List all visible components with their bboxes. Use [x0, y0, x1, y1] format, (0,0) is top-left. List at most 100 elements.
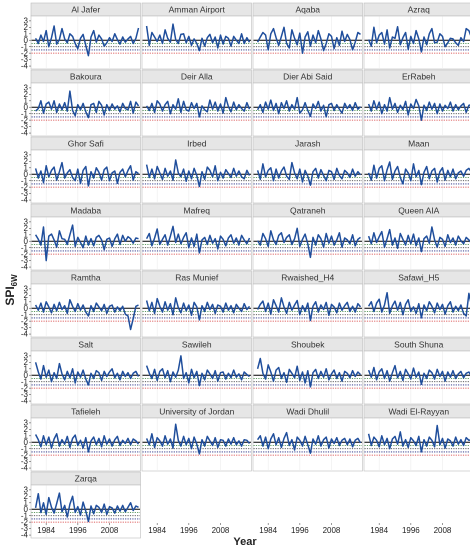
panel-28-y-tick-label: -3 [21, 524, 29, 533]
panel-23-series-line [367, 364, 470, 386]
panel-7-strip: ErRabeh [363, 69, 470, 84]
panel-16-y-tick-label: -4 [21, 330, 29, 339]
panel-20-strip: Salt [30, 337, 141, 352]
panel-10: Jarash [252, 136, 363, 204]
panel-10-title: Jarash [295, 139, 321, 149]
panel-8-title: Ghor Safi [68, 139, 104, 149]
panel-8-y-tick-label: 3 [24, 150, 29, 159]
panel-8-y-tick-label: -2 [21, 183, 29, 192]
panel-14-title: Qatraneh [290, 206, 326, 216]
panel-1-strip: Amman Airport [141, 2, 252, 17]
panel-12-y-tick-label: 2 [24, 224, 29, 233]
panel-10-strip: Jarash [252, 136, 363, 151]
panel-28-x-tick-label: 2008 [101, 526, 119, 535]
panel-7-title: ErRabeh [402, 72, 436, 82]
panel-2-series-line [256, 26, 361, 54]
panel-12-y-tick-label: -1 [21, 243, 29, 252]
panel-28-y-tick-label: 0 [24, 505, 29, 514]
panel-23-strip: South Shuna [363, 337, 470, 352]
panel-25: University of Jordan 1984 1996 2008 [141, 404, 252, 535]
panel-27-title: Wadi El-Rayyan [388, 407, 449, 417]
panel-18-strip: Rwaished_H4 [252, 270, 363, 285]
panel-23-frame [363, 350, 470, 405]
panel-4-y-tick-label: -1 [21, 109, 29, 118]
panel-27-strip: Wadi El-Rayyan [363, 404, 470, 419]
panel-13-strip: Mafreq [141, 203, 252, 218]
panel-2-grid [267, 16, 332, 69]
panel-26-x-tick-label: 1996 [291, 526, 309, 535]
panel-0-y-tick-label: -2 [21, 49, 29, 58]
y-axis-label: SPI6W [3, 274, 19, 306]
panel-21-title: Sawileh [182, 340, 212, 350]
panel-4-y-tick-label: -4 [21, 129, 29, 138]
panel-19-title: Safawi_H5 [398, 273, 439, 283]
panel-16-grid [45, 284, 110, 337]
panel-8-y-tick-label: 1 [24, 163, 29, 172]
panel-4-y-tick-label: 1 [24, 96, 29, 105]
panel-27: Wadi El-Rayyan 1984 1996 2008 [363, 404, 470, 535]
panel-17: Ras Munief [141, 270, 252, 338]
panel-18-series-line [256, 297, 362, 322]
panel-18: Rwaished_H4 [252, 270, 363, 338]
panel-0-grid [45, 16, 110, 69]
panel-5-strip: Deir Alla [141, 69, 252, 84]
panel-17-grid [156, 284, 221, 337]
panel-1-grid [156, 16, 221, 69]
panel-28-y-tick-label: -2 [21, 518, 29, 527]
panel-24-y-tick-label: 3 [24, 418, 29, 427]
panel-3-series-line [367, 25, 470, 53]
panel-7-series-line [367, 96, 470, 121]
panel-26-x-tick-label: 1984 [259, 526, 277, 535]
panel-5-frame [141, 82, 252, 137]
panel-21-series-line [145, 355, 250, 387]
panel-13: Mafreq [141, 203, 252, 271]
panel-3-title: Azraq [408, 5, 430, 15]
panel-13-title: Mafreq [184, 206, 211, 216]
panel-27-x-tick-label: 1996 [402, 526, 420, 535]
panel-13-frame [141, 216, 252, 271]
panel-22-title: Shoubek [291, 340, 325, 350]
panel-22: Shoubek [252, 337, 363, 405]
panel-16-y-tick-label: -1 [21, 310, 29, 319]
panel-25-strip: University of Jordan [141, 404, 252, 419]
panel-6-title: Dier Abi Said [283, 72, 332, 82]
panel-28-y-tick-label: 2 [24, 492, 29, 501]
panel-22-strip: Shoubek [252, 337, 363, 352]
panel-2: Aqaba [252, 2, 363, 70]
panel-20-y-tick-label: 2 [24, 358, 29, 367]
panel-1: Amman Airport [141, 2, 252, 70]
panel-24-y-tick-label: -3 [21, 457, 29, 466]
panel-11-strip: Maan [363, 136, 470, 151]
panel-19: Safawi_H5 [363, 270, 470, 338]
panel-10-series-line [256, 161, 362, 186]
panel-8-series-line [34, 161, 139, 187]
panel-8-frame [30, 149, 141, 204]
panel-27-x-tick-label: 2008 [434, 526, 452, 535]
panel-16-y-tick-label: 2 [24, 291, 29, 300]
panel-5: Deir Alla [141, 69, 252, 137]
panel-6-series-line [256, 96, 362, 118]
panel-9: Irbed [141, 136, 252, 204]
panel-10-grid [267, 150, 332, 203]
panel-0-y-tick-label: -1 [21, 42, 29, 51]
panel-12-series-line [34, 224, 139, 262]
panel-22-series-line [256, 357, 362, 388]
panel-16-y-tick-label: 3 [24, 284, 29, 293]
panel-1-series-line [145, 23, 251, 52]
panel-28-y-tick-label: 1 [24, 498, 29, 507]
panel-0-y-tick-label: 0 [24, 36, 29, 45]
panel-11-title: Maan [408, 139, 430, 149]
panel-12-title: Madaba [70, 206, 101, 216]
panel-26-strip: Wadi Dhulil [252, 404, 363, 419]
panel-26-x-tick-label: 2008 [323, 526, 341, 535]
panel-14-strip: Qatraneh [252, 203, 363, 218]
panel-0-y-tick-label: 2 [24, 23, 29, 32]
panel-15-strip: Queen AIA [363, 203, 470, 218]
panel-11-series-line [367, 161, 470, 186]
